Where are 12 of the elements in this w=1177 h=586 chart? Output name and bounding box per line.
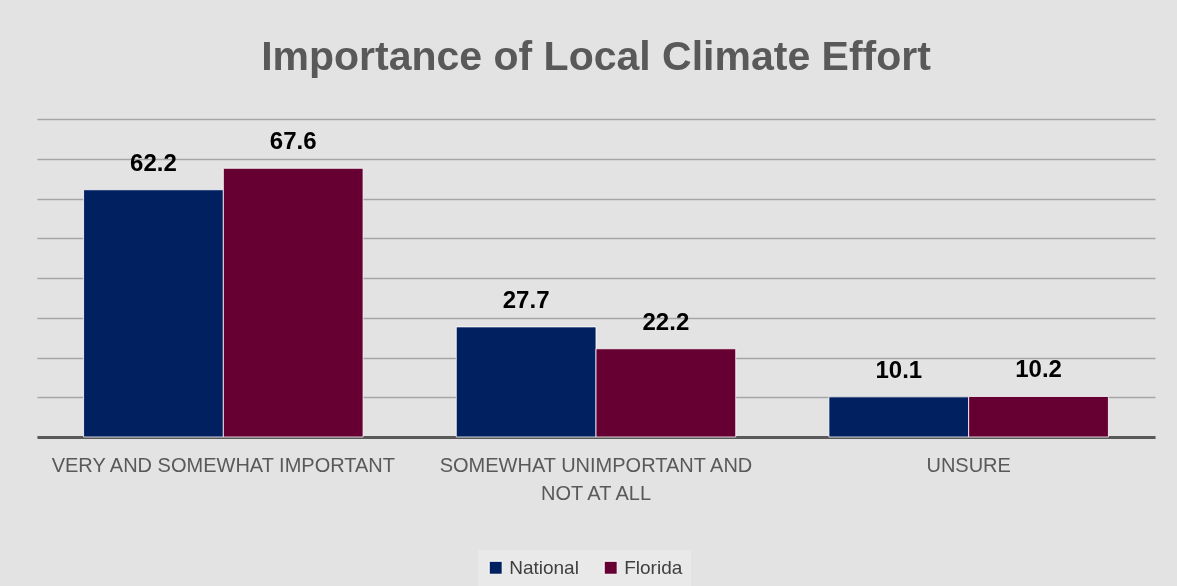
data-label: 10.2 xyxy=(1015,355,1062,383)
data-label: 10.1 xyxy=(875,355,923,383)
chart-title: Importance of Local Climate Effort xyxy=(261,33,932,79)
legend-label: National xyxy=(509,556,579,578)
x-tick-label: SOMEWHAT UNIMPORTANT AND NOT AT ALL xyxy=(439,453,753,504)
x-tick-label: VERY AND SOMEWHAT IMPORTANT xyxy=(51,453,396,476)
data-label: 62.2 xyxy=(130,148,177,176)
data-label: 67.6 xyxy=(269,127,317,155)
legend-label: Florida xyxy=(624,556,683,578)
data-label: 27.7 xyxy=(502,285,550,313)
x-tick-label: UNSURE xyxy=(926,453,1011,476)
data-label: 22.2 xyxy=(642,307,690,335)
